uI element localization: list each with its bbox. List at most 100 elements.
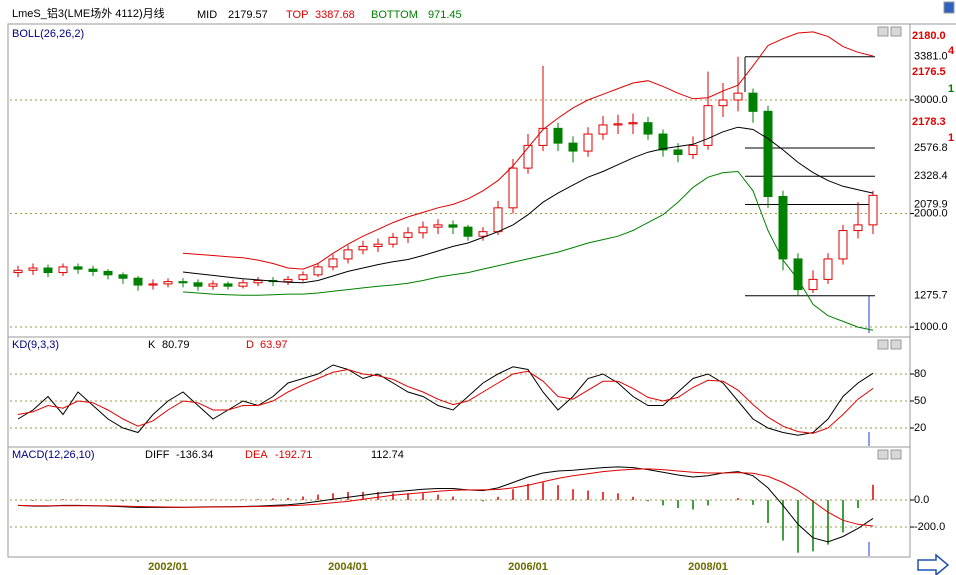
legend-value: 3387.68 — [315, 9, 355, 21]
candle-body — [673, 149, 683, 155]
candle-body — [568, 142, 578, 152]
y-tick-label: 20 — [914, 422, 926, 434]
legend-value: 2179.57 — [228, 9, 268, 21]
legend-label: TOP — [286, 9, 308, 21]
candle-body — [343, 249, 353, 260]
candle-body — [328, 258, 338, 268]
candle-body — [598, 124, 608, 135]
quote-text: 4 — [948, 45, 955, 57]
level-label: 1275.7 — [914, 290, 948, 302]
legend-label: D — [246, 339, 254, 351]
candle-body — [448, 224, 458, 228]
candle-body — [118, 274, 128, 279]
button[interactable] — [890, 449, 902, 460]
macd-line — [17, 468, 874, 527]
panel-title: KD(9,3,3) — [12, 339, 59, 351]
x-tick-label: 2008/01 — [688, 561, 728, 573]
y-tick-label: 50 — [914, 395, 926, 407]
candle-body — [643, 122, 653, 135]
quote-text: 1 — [948, 132, 954, 144]
chart-title: LmeS_铝3(LME场外 4112)月线 — [12, 6, 165, 20]
level-label: 3381.0 — [914, 51, 948, 63]
candle-body — [463, 226, 473, 237]
y-tick-label: 0.0 — [914, 494, 929, 506]
level-label: 2079.9 — [914, 198, 948, 210]
candle-body — [733, 92, 743, 101]
candle-body — [838, 230, 848, 260]
quote-text: 2180.0 — [912, 30, 946, 42]
candle-body — [688, 144, 698, 155]
x-tick-label: 2004/01 — [328, 561, 368, 573]
candle-body — [778, 195, 788, 260]
candle-body — [148, 283, 158, 286]
candle-body — [193, 282, 203, 287]
candle-body — [853, 224, 863, 232]
candle-body — [718, 99, 728, 107]
level-label: 2328.4 — [914, 170, 948, 182]
y-tick-label: 3000.0 — [914, 94, 948, 106]
candle-body — [433, 224, 443, 228]
candle-body — [823, 258, 833, 280]
macd-panel — [7, 446, 911, 558]
legend-value: -192.71 — [275, 449, 312, 461]
x-tick-label: 2002/01 — [148, 561, 188, 573]
y-tick-label: 1000.0 — [914, 321, 948, 333]
boll-line — [182, 126, 874, 284]
candle-body — [523, 144, 533, 169]
button[interactable] — [890, 26, 902, 37]
panel-buttons — [877, 1, 955, 460]
candle-body — [508, 167, 518, 209]
boll-line — [182, 170, 874, 331]
candle-body — [418, 226, 428, 234]
legend-value: 112.74 — [371, 449, 404, 461]
candle-body — [238, 282, 248, 287]
legend-value: 971.45 — [428, 9, 462, 21]
candle-body — [748, 92, 758, 112]
kd-line — [17, 368, 874, 434]
candle-body — [13, 269, 23, 274]
candle-body — [703, 105, 713, 146]
candle-body — [283, 278, 293, 283]
legend-value: 80.79 — [162, 339, 190, 351]
candle-body — [163, 281, 173, 285]
button[interactable] — [877, 339, 889, 350]
candle-body — [493, 207, 503, 233]
button[interactable] — [877, 26, 889, 37]
boll-line — [182, 31, 874, 270]
candle-body — [553, 127, 563, 144]
candle-body — [358, 245, 368, 251]
candle-body — [403, 232, 413, 238]
y-tick-label: -200.0 — [914, 521, 945, 533]
candle-body — [253, 280, 263, 284]
candle-body — [658, 133, 668, 151]
candle-body — [613, 123, 623, 126]
candle-body — [313, 266, 323, 276]
button[interactable] — [877, 449, 889, 460]
candle-body — [103, 270, 113, 276]
legend-label: DIFF — [145, 449, 170, 461]
candle-body — [478, 231, 488, 237]
candle-body — [223, 283, 233, 287]
quote-text: 2176.5 — [912, 66, 946, 78]
panel-title: MACD(12,26,10) — [12, 449, 95, 461]
candle-body — [298, 274, 308, 280]
quote-text: 1 — [948, 83, 954, 95]
legend-label: DEA — [245, 449, 268, 461]
kd-line — [17, 364, 874, 436]
quote-text: 2178.3 — [912, 116, 946, 128]
y-tick-label: 80 — [914, 368, 926, 380]
button[interactable] — [890, 339, 902, 350]
window-button[interactable] — [943, 1, 955, 14]
scroll-arrow[interactable] — [917, 553, 950, 575]
legend-label: MID — [197, 9, 217, 21]
candle-body — [868, 194, 878, 226]
legend-value: 63.97 — [260, 339, 288, 351]
candle-body — [628, 122, 638, 125]
candle-body — [208, 283, 218, 287]
panel-title: BOLL(26,26,2) — [12, 28, 84, 40]
candle-body — [178, 281, 188, 284]
y-tick-label: 2000.0 — [914, 207, 948, 219]
candle-body — [88, 268, 98, 272]
candle-body — [388, 236, 398, 245]
